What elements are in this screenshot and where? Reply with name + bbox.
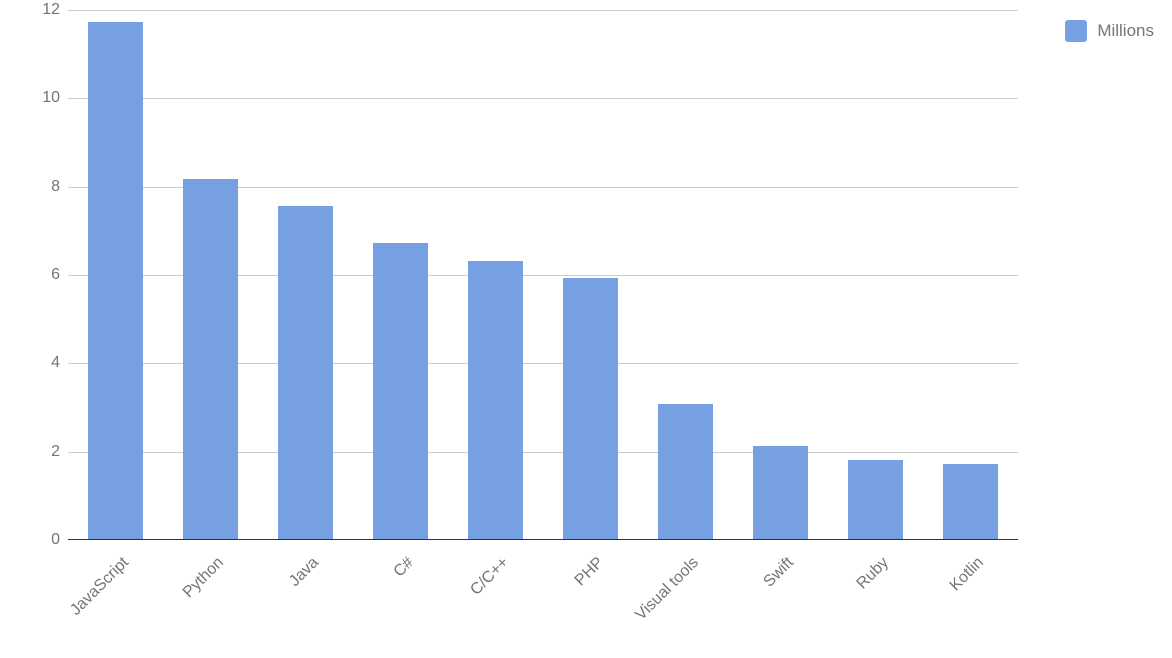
bar-slot — [163, 10, 258, 539]
legend: Millions — [1065, 20, 1154, 42]
bar — [468, 261, 523, 539]
bar — [278, 206, 333, 539]
bar-slot — [353, 10, 448, 539]
y-tick-label: 2 — [20, 443, 60, 461]
bar — [183, 179, 238, 539]
bar-slot — [828, 10, 923, 539]
x-tick-label: C# — [405, 540, 432, 567]
bar — [848, 460, 903, 540]
bar-slot — [733, 10, 828, 539]
y-tick-label: 6 — [20, 266, 60, 284]
bar — [753, 446, 808, 539]
plot-area — [68, 10, 1018, 540]
bar-slot — [258, 10, 353, 539]
y-tick-label: 12 — [20, 1, 60, 19]
y-tick-label: 10 — [20, 89, 60, 107]
bar-slot — [638, 10, 733, 539]
bar-slot — [543, 10, 638, 539]
x-axis-labels: JavaScriptPythonJavaC#C/C++PHPVisual too… — [68, 548, 1018, 648]
bar — [373, 243, 428, 539]
bar — [563, 278, 618, 539]
bars-group — [68, 10, 1018, 539]
bar-slot — [448, 10, 543, 539]
bar — [88, 22, 143, 539]
bar-slot — [923, 10, 1018, 539]
legend-label: Millions — [1097, 21, 1154, 41]
bar — [943, 464, 998, 539]
y-tick-label: 4 — [20, 354, 60, 372]
bar-slot — [68, 10, 163, 539]
bar — [658, 404, 713, 539]
y-tick-label: 0 — [20, 531, 60, 549]
chart-plot-area — [68, 10, 1018, 540]
y-tick-label: 8 — [20, 178, 60, 196]
legend-swatch — [1065, 20, 1087, 42]
